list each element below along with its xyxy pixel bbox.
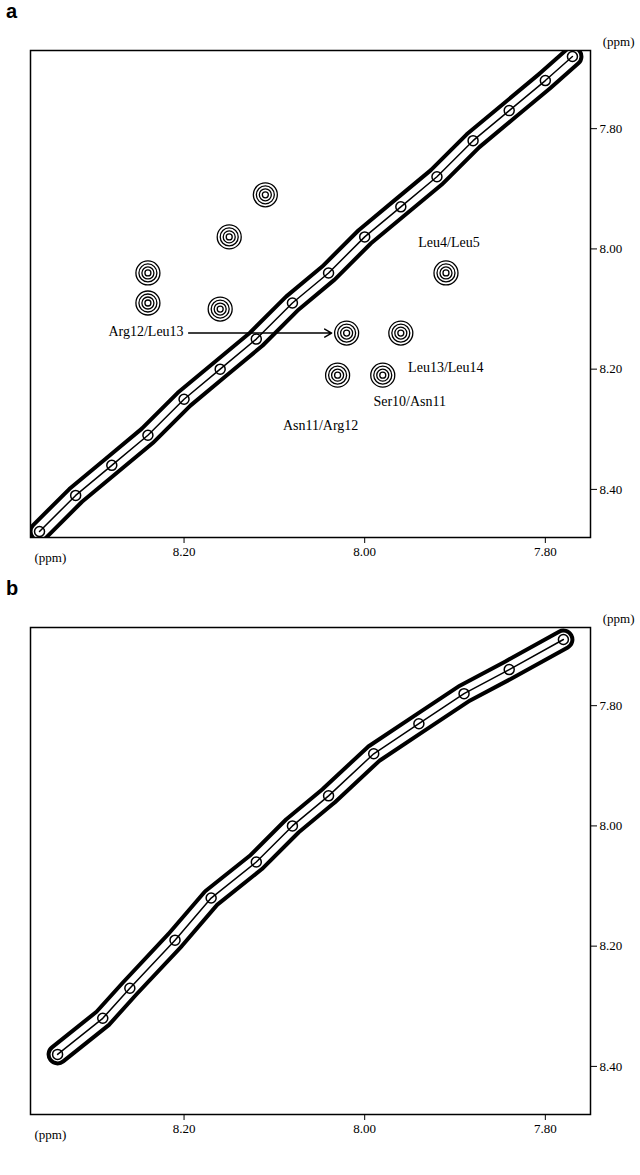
- svg-text:Arg12/Leu13: Arg12/Leu13: [108, 324, 183, 339]
- svg-text:Ser10/Asn11: Ser10/Asn11: [373, 394, 446, 409]
- svg-text:(ppm): (ppm): [35, 550, 67, 565]
- svg-text:8.00: 8.00: [600, 818, 623, 833]
- svg-text:8.00: 8.00: [353, 544, 376, 559]
- svg-text:Asn11/Arg12: Asn11/Arg12: [283, 418, 358, 433]
- svg-text:(ppm): (ppm): [603, 34, 635, 49]
- svg-text:7.80: 7.80: [600, 121, 623, 136]
- svg-text:8.20: 8.20: [173, 544, 196, 559]
- svg-text:8.20: 8.20: [600, 361, 623, 376]
- html-text:b: b: [6, 577, 19, 599]
- svg-text:7.80: 7.80: [534, 1121, 557, 1136]
- svg-text:8.40: 8.40: [600, 482, 623, 497]
- svg-text:(ppm): (ppm): [603, 611, 635, 626]
- svg-text:Leu4/Leu5: Leu4/Leu5: [418, 235, 479, 250]
- svg-text:8.00: 8.00: [600, 241, 623, 256]
- svg-text:8.20: 8.20: [600, 938, 623, 953]
- svg-text:(ppm): (ppm): [35, 1127, 67, 1142]
- svg-text:8.40: 8.40: [600, 1059, 623, 1074]
- svg-text:7.80: 7.80: [600, 698, 623, 713]
- svg-text:Leu13/Leu14: Leu13/Leu14: [408, 360, 483, 375]
- svg-text:7.80: 7.80: [534, 544, 557, 559]
- svg-text:8.20: 8.20: [173, 1121, 196, 1136]
- svg-text:8.00: 8.00: [353, 1121, 376, 1136]
- html-text:a: a: [6, 0, 18, 22]
